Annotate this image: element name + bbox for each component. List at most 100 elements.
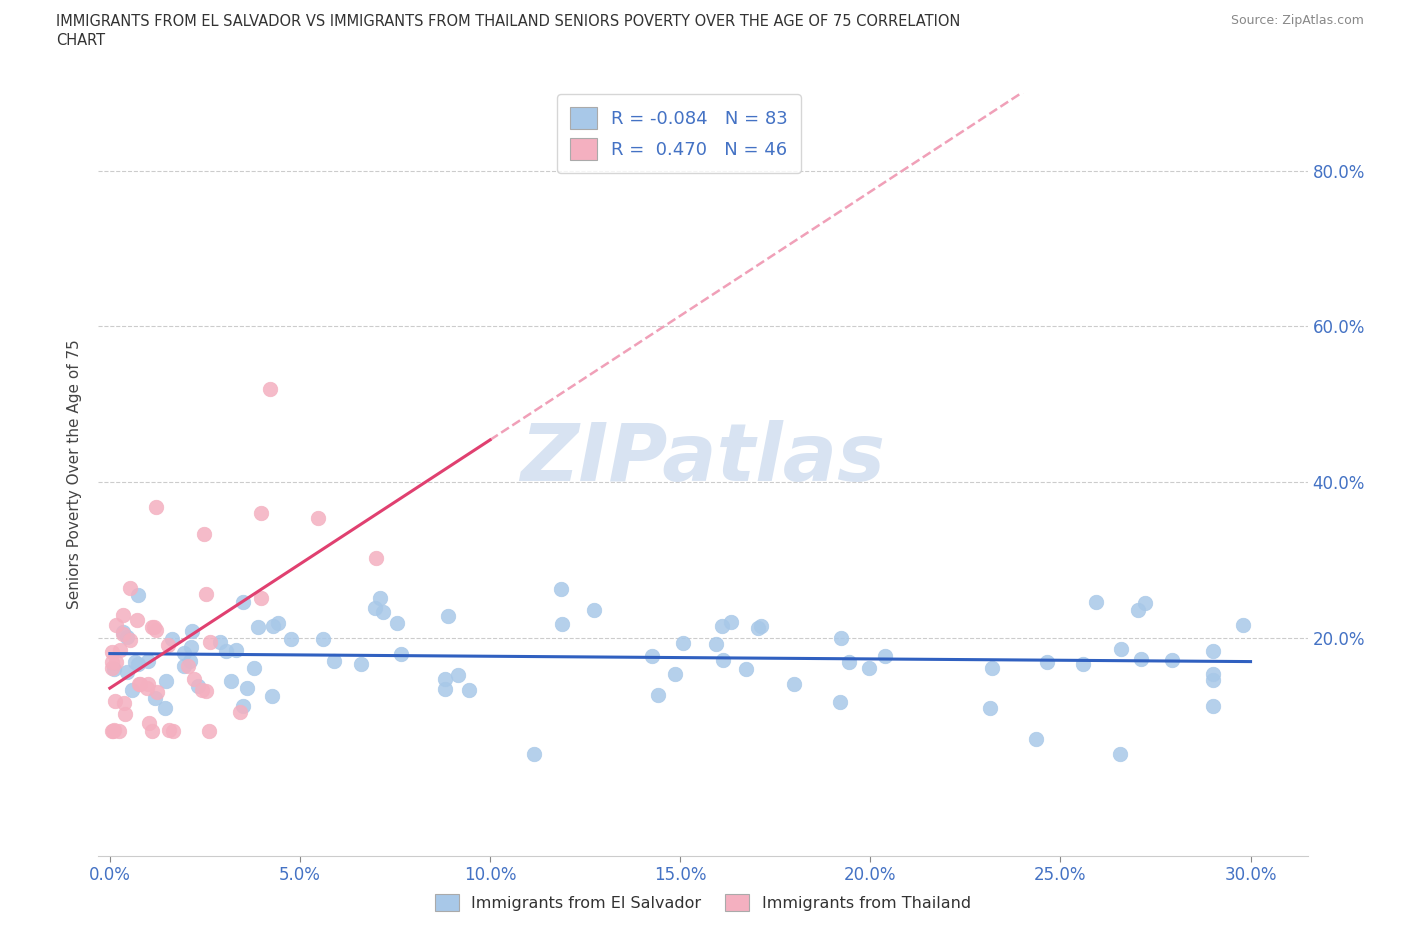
Point: [103, 723, 125, 737]
Point: [124, 655, 146, 670]
Point: [350, 657, 373, 671]
Point: [232, 594, 254, 609]
Point: [136, 654, 159, 669]
Point: [125, 612, 148, 627]
Point: [100, 644, 122, 659]
Point: [711, 653, 734, 668]
Text: IMMIGRANTS FROM EL SALVADOR VS IMMIGRANTS FROM THAILAND SENIORS POVERTY OVER THE: IMMIGRANTS FROM EL SALVADOR VS IMMIGRANT…: [56, 14, 960, 29]
Point: [664, 666, 686, 681]
Point: [641, 649, 664, 664]
Point: [1201, 698, 1223, 713]
Point: [118, 581, 141, 596]
Point: [720, 615, 742, 630]
Point: [551, 617, 574, 631]
Point: [873, 649, 896, 664]
Point: [129, 676, 152, 691]
Point: [107, 724, 129, 738]
Point: [1109, 642, 1132, 657]
Point: [749, 619, 772, 634]
Point: [1201, 672, 1223, 687]
Point: [195, 587, 218, 602]
Point: [236, 681, 259, 696]
Text: Source: ZipAtlas.com: Source: ZipAtlas.com: [1230, 14, 1364, 27]
Point: [194, 684, 217, 698]
Point: [101, 655, 124, 670]
Point: [143, 690, 166, 705]
Point: [246, 619, 269, 634]
Point: [433, 672, 456, 687]
Point: [436, 608, 458, 623]
Point: [1025, 732, 1047, 747]
Point: [180, 623, 202, 638]
Point: [198, 724, 221, 738]
Point: [647, 688, 669, 703]
Point: [387, 616, 409, 631]
Point: [782, 676, 804, 691]
Point: [706, 636, 728, 651]
Point: [322, 653, 344, 668]
Point: [280, 631, 302, 646]
Point: [104, 618, 127, 632]
Point: [180, 640, 202, 655]
Point: [1073, 657, 1095, 671]
Point: [232, 699, 254, 714]
Point: [249, 591, 271, 605]
Point: [522, 747, 544, 762]
Point: [191, 683, 214, 698]
Point: [100, 661, 122, 676]
Point: [711, 618, 734, 633]
Point: [219, 673, 242, 688]
Point: [249, 506, 271, 521]
Point: [121, 683, 143, 698]
Point: [1135, 596, 1157, 611]
Point: [157, 637, 180, 652]
Point: [307, 510, 329, 525]
Point: [259, 381, 281, 396]
Point: [830, 695, 852, 710]
Point: [112, 627, 135, 642]
Text: CHART: CHART: [56, 33, 105, 47]
Point: [141, 619, 163, 634]
Y-axis label: Seniors Poverty Over the Age of 75: Seniors Poverty Over the Age of 75: [67, 339, 83, 609]
Point: [112, 607, 135, 622]
Point: [114, 707, 136, 722]
Point: [136, 676, 159, 691]
Point: [368, 591, 391, 605]
Point: [157, 723, 180, 737]
Point: [153, 701, 176, 716]
Point: [858, 660, 880, 675]
Point: [101, 724, 124, 738]
Point: [141, 724, 163, 738]
Point: [260, 689, 283, 704]
Point: [1161, 653, 1184, 668]
Point: [389, 646, 412, 661]
Point: [225, 643, 247, 658]
Point: [981, 660, 1004, 675]
Point: [173, 645, 195, 660]
Point: [104, 655, 127, 670]
Point: [193, 526, 215, 541]
Point: [1109, 747, 1132, 762]
Point: [243, 660, 266, 675]
Point: [366, 551, 388, 565]
Point: [155, 674, 177, 689]
Point: [1232, 618, 1254, 632]
Point: [457, 683, 479, 698]
Point: [173, 658, 195, 673]
Point: [117, 630, 139, 644]
Point: [183, 671, 205, 686]
Point: [100, 724, 122, 738]
Point: [1085, 594, 1108, 609]
Point: [1126, 603, 1149, 618]
Point: [830, 631, 852, 645]
Point: [312, 631, 335, 646]
Point: [104, 694, 127, 709]
Point: [143, 619, 166, 634]
Point: [115, 665, 138, 680]
Point: [447, 668, 470, 683]
Point: [160, 631, 183, 646]
Point: [135, 681, 157, 696]
Point: [373, 605, 395, 620]
Point: [127, 657, 149, 671]
Point: [177, 658, 200, 673]
